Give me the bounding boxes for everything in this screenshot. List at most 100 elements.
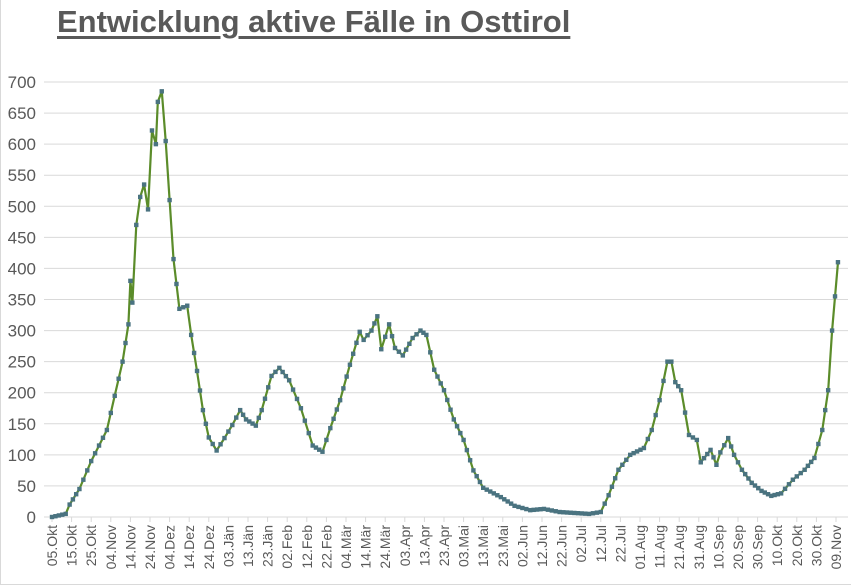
data-point-marker (634, 449, 640, 454)
data-point-marker (234, 415, 239, 420)
y-axis: 0 50 100 150 200 250 300 350 400 450 500 550 600 650 7… (8, 73, 36, 527)
data-point-marker (602, 501, 607, 506)
data-point-marker (253, 423, 259, 428)
data-point-marker (70, 497, 76, 502)
x-tick-label: 10.Sep (710, 525, 726, 570)
data-point-marker (344, 374, 349, 379)
data-point-marker (53, 514, 58, 519)
y-tick-label: 650 (8, 104, 36, 123)
data-point-marker (711, 455, 716, 460)
data-point-marker (812, 455, 817, 461)
data-point-marker (116, 376, 121, 381)
data-point-marker (820, 427, 825, 433)
data-point-marker (471, 468, 476, 473)
data-point-marker (583, 511, 588, 516)
data-point-marker (645, 436, 651, 442)
data-point-marker (508, 501, 514, 506)
data-point-marker (104, 427, 110, 433)
data-point-marker (410, 335, 415, 341)
y-tick-label: 450 (8, 228, 36, 247)
data-point-marker (598, 509, 603, 515)
data-point-marker (197, 388, 203, 393)
data-point-marker (708, 447, 713, 453)
x-tick-label: 24.Mär (377, 525, 393, 569)
data-point-marker (306, 430, 311, 436)
data-point-marker (694, 437, 700, 443)
x-tick-label: 24.Dez (201, 525, 217, 569)
data-point-marker (250, 421, 255, 426)
data-point-marker (557, 509, 562, 515)
data-point-marker (354, 340, 359, 345)
data-point-marker (808, 459, 814, 465)
y-tick-label: 150 (8, 415, 36, 434)
x-tick-label: 04.Dez (162, 525, 178, 569)
data-point-marker (269, 373, 274, 379)
y-tick-label: 500 (8, 197, 36, 216)
data-point-marker (491, 491, 496, 496)
data-point-marker (676, 383, 681, 389)
data-point-marker (606, 493, 611, 498)
x-tick-label: 05.Okt (44, 525, 60, 566)
data-point-marker (520, 505, 525, 511)
data-point-marker (561, 510, 566, 515)
data-point-marker (549, 508, 554, 513)
data-point-marker (705, 451, 710, 457)
data-point-marker (328, 425, 333, 431)
data-point-marker (435, 374, 440, 379)
data-point-marker (805, 463, 811, 469)
x-tick-label: 24.Nov (142, 525, 158, 569)
data-point-marker (145, 207, 151, 212)
data-point-marker (825, 388, 831, 393)
data-point-marker (414, 332, 419, 337)
data-point-marker (564, 510, 570, 515)
data-point-marker (545, 507, 551, 512)
data-point-marker (661, 378, 666, 384)
data-point-marker (765, 492, 771, 497)
data-point-marker (290, 387, 296, 392)
data-point-marker (128, 278, 133, 284)
data-point-marker (428, 350, 433, 355)
data-point-marker (802, 467, 807, 472)
x-tick-label: 22.Jun (554, 525, 570, 567)
data-point-marker (829, 328, 835, 333)
data-point-marker (441, 388, 447, 393)
data-point-marker (488, 489, 493, 494)
data-point-marker (746, 476, 751, 481)
data-point-marker (259, 407, 264, 413)
data-point-marker (206, 435, 211, 440)
x-tick-label: 02.Jul (573, 525, 589, 562)
x-tick-label: 22.Feb (318, 525, 334, 569)
data-point-marker (728, 444, 734, 449)
data-point-marker (590, 511, 596, 516)
data-point-marker (188, 332, 194, 338)
data-point-marker (100, 435, 106, 440)
data-point-marker (237, 407, 243, 413)
data-point-marker (538, 507, 543, 512)
data-point-marker (369, 328, 374, 333)
data-point-marker (108, 410, 113, 416)
x-tick-label: 03.Apr (397, 525, 413, 567)
x-tick-label: 20.Okt (789, 525, 805, 566)
data-point-marker (418, 328, 423, 333)
x-tick-label: 04.Mär (338, 525, 354, 569)
data-point-marker (631, 450, 636, 456)
data-point-marker (49, 514, 55, 520)
data-point-marker (690, 435, 696, 440)
data-point-marker (386, 322, 392, 327)
data-point-marker (203, 421, 209, 426)
data-point-marker (134, 222, 139, 228)
x-tick-label: 31.Aug (691, 525, 707, 569)
y-tick-label: 400 (8, 259, 36, 278)
data-point-marker (226, 429, 231, 434)
data-point-marker (516, 504, 521, 510)
data-point-marker (739, 467, 745, 472)
data-point-marker (112, 393, 117, 399)
data-point-marker (731, 452, 737, 458)
x-tick-label: 12.Jul (593, 525, 609, 562)
data-point-marker (313, 445, 319, 450)
chart-title: Entwicklung aktive Fälle in Osttirol (57, 4, 571, 39)
data-point-marker (63, 511, 68, 517)
data-point-marker (243, 417, 249, 422)
data-point-marker (553, 509, 558, 514)
data-point-marker (123, 340, 128, 346)
